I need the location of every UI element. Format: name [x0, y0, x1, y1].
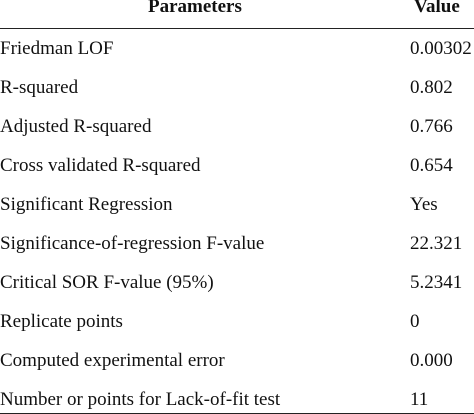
row-value: 0.000: [410, 350, 453, 371]
row-parameter: Significance-of-regression F-value: [0, 233, 265, 254]
row-parameter: Significant Regression: [0, 194, 173, 215]
table-row: Significance-of-regression F-value 22.32…: [0, 225, 474, 264]
row-value: 11: [410, 389, 429, 410]
table-header: Parameters Value: [0, 0, 474, 28]
row-value: 0.654: [410, 155, 453, 176]
row-value: 5.2341: [410, 272, 463, 293]
row-parameter: Replicate points: [0, 311, 123, 332]
row-parameter: R-squared: [0, 77, 79, 98]
header-rule: [0, 28, 474, 29]
row-value: 22.321: [410, 233, 463, 254]
table-row: Significant Regression Yes: [0, 186, 474, 225]
table-row: Friedman LOF 0.00302: [0, 30, 474, 69]
row-parameter: Number or points for Lack-of-fit test: [0, 389, 281, 410]
header-value: Value: [414, 0, 460, 17]
table-row: Cross validated R-squared 0.654: [0, 147, 474, 186]
row-parameter: Cross validated R-squared: [0, 155, 201, 176]
table-row: Computed experimental error 0.000: [0, 342, 474, 381]
row-parameter: Friedman LOF: [0, 38, 114, 59]
row-parameter: Critical SOR F-value (95%): [0, 272, 214, 293]
row-value: 0.802: [410, 77, 453, 98]
row-value: 0: [410, 311, 420, 332]
row-parameter: Computed experimental error: [0, 350, 225, 371]
row-value: 0.766: [410, 116, 453, 137]
table-row: Adjusted R-squared 0.766: [0, 108, 474, 147]
row-parameter: Adjusted R-squared: [0, 116, 152, 137]
table-row: Number or points for Lack-of-fit test 11: [0, 381, 474, 414]
table-row: Critical SOR F-value (95%) 5.2341: [0, 264, 474, 303]
table-row: Replicate points 0: [0, 303, 474, 342]
row-value: Yes: [410, 194, 438, 215]
row-value: 0.00302: [410, 38, 472, 59]
header-parameters: Parameters: [148, 0, 242, 17]
table-row: R-squared 0.802: [0, 69, 474, 108]
